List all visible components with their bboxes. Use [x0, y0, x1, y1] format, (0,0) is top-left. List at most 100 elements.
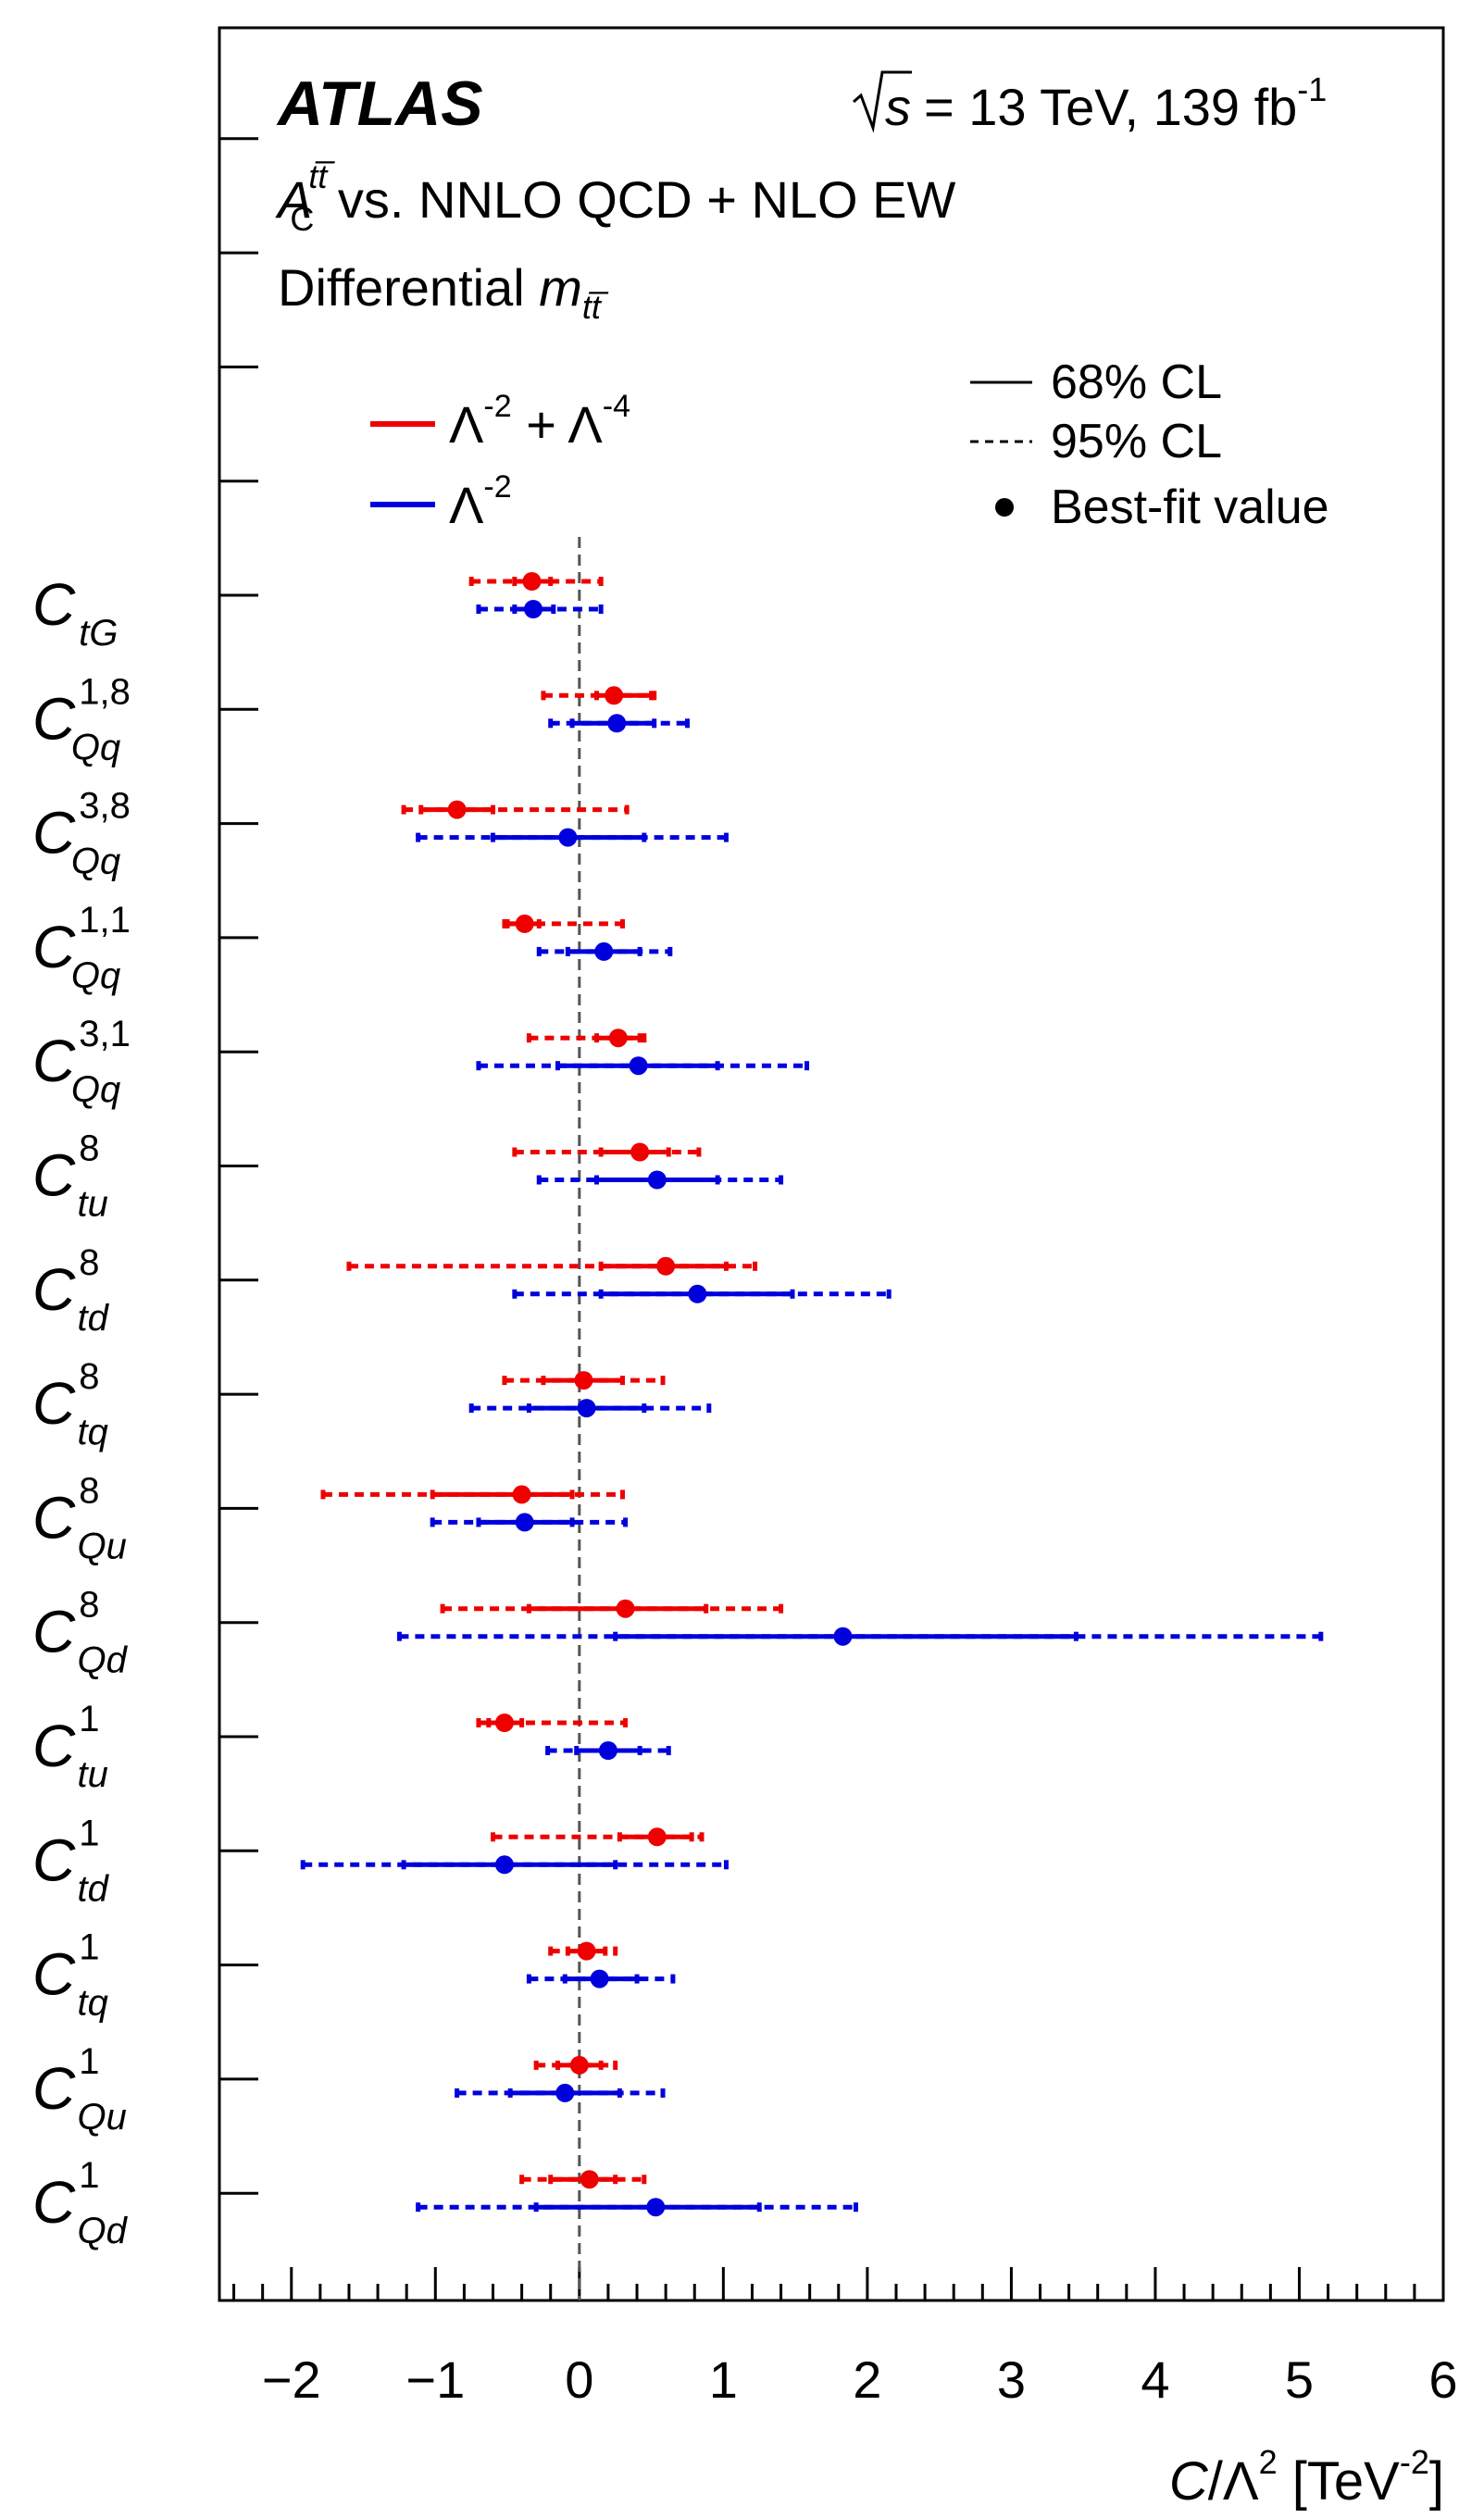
coefficient-label: C 1 tu [32, 1699, 108, 1795]
plot-frame [218, 26, 1445, 2302]
x-tick-label: 0 [565, 2350, 593, 2409]
quad-best-fit-point [580, 2170, 599, 2189]
x-axis-title: C/Λ2 [TeV-2] [1169, 2443, 1444, 2512]
lin-best-fit-point [558, 828, 578, 847]
coefficient-rows [300, 572, 1324, 2217]
coefficient-base: C [32, 1370, 76, 1437]
lin-best-fit-point [598, 1741, 617, 1760]
coefficient-base: C [32, 1713, 76, 1779]
axis-ticks [219, 137, 1445, 2300]
coefficient-row [468, 1371, 712, 1418]
coefficient-row [476, 1028, 810, 1076]
coefficient-sup: 8 [79, 1356, 99, 1397]
lin-best-fit-point [647, 1170, 667, 1190]
coefficient-row [541, 686, 690, 733]
x-tick-label: 1 [709, 2350, 738, 2409]
coefficient-sub: tG [79, 613, 118, 654]
quad-best-fit-point [630, 1142, 650, 1162]
lin-best-fit-point [577, 1399, 596, 1418]
coefficient-sub: Qq [71, 1069, 120, 1110]
quad-best-fit-point [494, 1714, 514, 1732]
coefficient-sup: 1,8 [79, 671, 131, 712]
legend-quad-base1: Λ [449, 395, 484, 454]
lin-best-fit-point [646, 2198, 666, 2217]
quad-best-fit-point [522, 572, 542, 591]
coefficient-sup: 8 [79, 1242, 99, 1283]
coefficient-base: C [32, 1484, 76, 1551]
coefficient-sub: Qd [77, 2211, 128, 2251]
coefficient-sub: Qq [71, 727, 120, 767]
coefficient-sup: 3,1 [79, 1014, 131, 1054]
coefficient-label: C 3,8 Qq [32, 786, 131, 882]
coefficient-row [468, 572, 604, 618]
x-tick-label: 6 [1428, 2350, 1457, 2409]
coefficient-sub: tu [77, 1754, 107, 1795]
coefficient-label: C 1 tq [32, 1927, 108, 2024]
quad-best-fit-point [608, 1028, 628, 1048]
sqrt-symbol [853, 70, 912, 133]
coefficient-label: C 1 td [32, 1813, 110, 1909]
lin-best-fit-point [524, 600, 543, 618]
observable-sub: C [290, 200, 314, 238]
coefficient-sub: td [77, 1298, 109, 1339]
x-axis-exp: 2 [1259, 2443, 1278, 2481]
coefficient-row [416, 2170, 858, 2217]
coefficient-sup: 8 [79, 1470, 99, 1511]
coefficient-base: C [32, 1028, 76, 1094]
coefficient-sub: tq [77, 1983, 107, 2024]
coefficient-label: C 8 tu [32, 1128, 108, 1225]
coefficient-sub: Qu [77, 1526, 126, 1566]
lin-best-fit-point [629, 1056, 648, 1076]
coefficient-label: C 8 td [32, 1242, 110, 1339]
energy-lumi-label: s = 13 TeV, 139 fb-1 [853, 70, 1327, 136]
x-tick-label: −1 [405, 2350, 465, 2409]
coefficient-sub: Qq [71, 841, 120, 882]
differential-var: m [539, 258, 582, 317]
legend-best-fit-marker [995, 498, 1014, 517]
coefficient-row [502, 914, 673, 961]
quad-best-fit-point [574, 1371, 593, 1390]
legend-best-fit-label: Best-fit value [1051, 480, 1329, 534]
coefficient-sup: 8 [79, 1585, 99, 1626]
coefficient-sup: 3,8 [79, 786, 131, 827]
atlas-label: ATLAS [276, 69, 483, 139]
legend-68-label: 68% CL [1051, 355, 1222, 409]
differential-sub: tt̅ [582, 288, 609, 326]
differential-word: Differential [278, 258, 539, 317]
quad-best-fit-point [515, 914, 534, 933]
coefficient-label: C 1,8 Qq [32, 671, 131, 767]
coefficient-label: C 1 Qd [32, 2155, 129, 2251]
coefficient-base: C [32, 1941, 76, 2008]
coefficient-sub: tq [77, 1412, 107, 1452]
coefficient-row [401, 800, 729, 847]
x-tick-label: 4 [1141, 2350, 1169, 2409]
quad-best-fit-point [616, 1599, 635, 1618]
lin-best-fit-point [494, 1855, 514, 1875]
quad-best-fit-point [569, 2055, 589, 2075]
coefficient-sup: 1 [79, 1927, 99, 1968]
coefficient-sub: td [77, 1868, 109, 1909]
coefficient-label: C 8 Qu [32, 1470, 127, 1566]
quad-best-fit-point [656, 1256, 676, 1276]
legend-lin-exp1: -2 [483, 469, 511, 505]
coefficient-row [396, 1599, 1324, 1646]
sqrt-s-var: s [885, 78, 911, 136]
x-axis-var: C [1169, 2451, 1209, 2512]
coefficient-base: C [32, 2055, 76, 2122]
coefficient-row [346, 1256, 892, 1303]
coefficient-row [300, 1827, 729, 1875]
quad-best-fit-point [605, 686, 624, 705]
x-tick-label: −2 [262, 2350, 321, 2409]
coefficient-label: C 1 Qu [32, 2041, 127, 2138]
lin-best-fit-point [515, 1513, 534, 1532]
quad-best-fit-point [577, 1941, 596, 1961]
coefficient-sup: 1 [79, 2041, 99, 2082]
lin-best-fit-point [555, 2083, 575, 2102]
coefficient-base: C [32, 800, 76, 866]
legend-quad-label: Λ-2 + Λ-4 [449, 389, 630, 454]
observable-A: A [275, 170, 312, 229]
coefficient-sub: tu [77, 1184, 107, 1225]
coefficient-base: C [32, 1826, 76, 1893]
